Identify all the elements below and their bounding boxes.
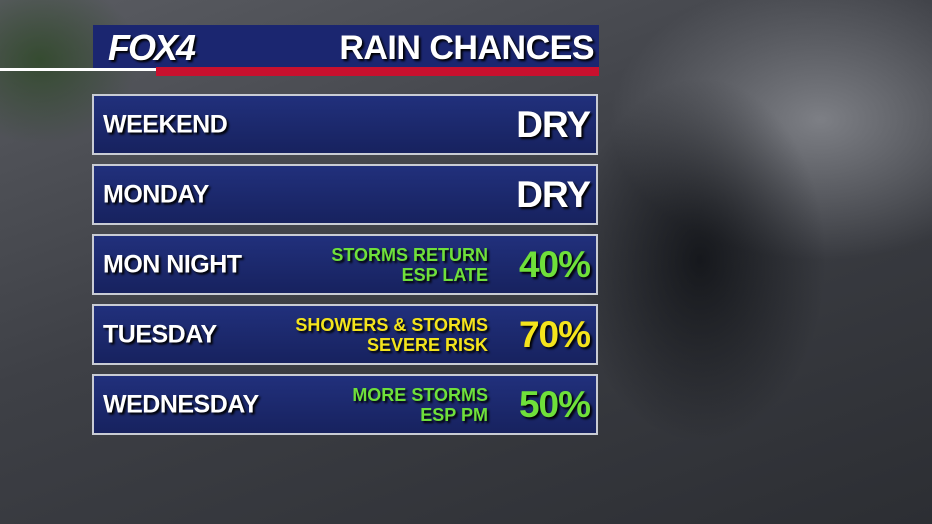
note-line: SHOWERS & STORMS	[295, 314, 488, 335]
table-row: MON NIGHT STORMS RETURN ESP LATE 40%	[92, 234, 598, 295]
note-line: MORE STORMS	[352, 384, 488, 405]
rain-chance: 50%	[518, 383, 591, 425]
header-panel	[93, 25, 599, 69]
table-row: TUESDAY SHOWERS & STORMS SEVERE RISK 70%	[92, 304, 598, 365]
note-line: SEVERE RISK	[366, 334, 488, 355]
note-line: ESP LATE	[401, 264, 488, 285]
rain-chance: 70%	[518, 313, 591, 355]
rain-chance: DRY	[516, 173, 591, 215]
table-row: WEEKEND DRY	[92, 94, 598, 155]
rain-chance: DRY	[516, 103, 591, 145]
forecast-note: MORE STORMS ESP PM	[352, 385, 488, 425]
table-row: WEDNESDAY MORE STORMS ESP PM 50%	[92, 374, 598, 435]
header-rule	[0, 68, 156, 71]
day-label: WEEKEND	[103, 110, 228, 138]
rain-chance: 40%	[518, 243, 591, 285]
day-label: MON NIGHT	[103, 250, 242, 278]
note-line: ESP PM	[420, 404, 488, 425]
table-row: MONDAY DRY	[92, 164, 598, 225]
day-label: WEDNESDAY	[103, 390, 259, 418]
forecast-note: SHOWERS & STORMS SEVERE RISK	[295, 315, 488, 355]
day-label: MONDAY	[103, 180, 209, 208]
header-red-bar	[156, 67, 599, 76]
logo: FOX4	[108, 27, 196, 68]
title: RAIN CHANCES	[339, 29, 594, 67]
day-label: TUESDAY	[103, 320, 217, 348]
forecast-note: STORMS RETURN ESP LATE	[331, 245, 488, 285]
note-line: STORMS RETURN	[331, 244, 488, 265]
